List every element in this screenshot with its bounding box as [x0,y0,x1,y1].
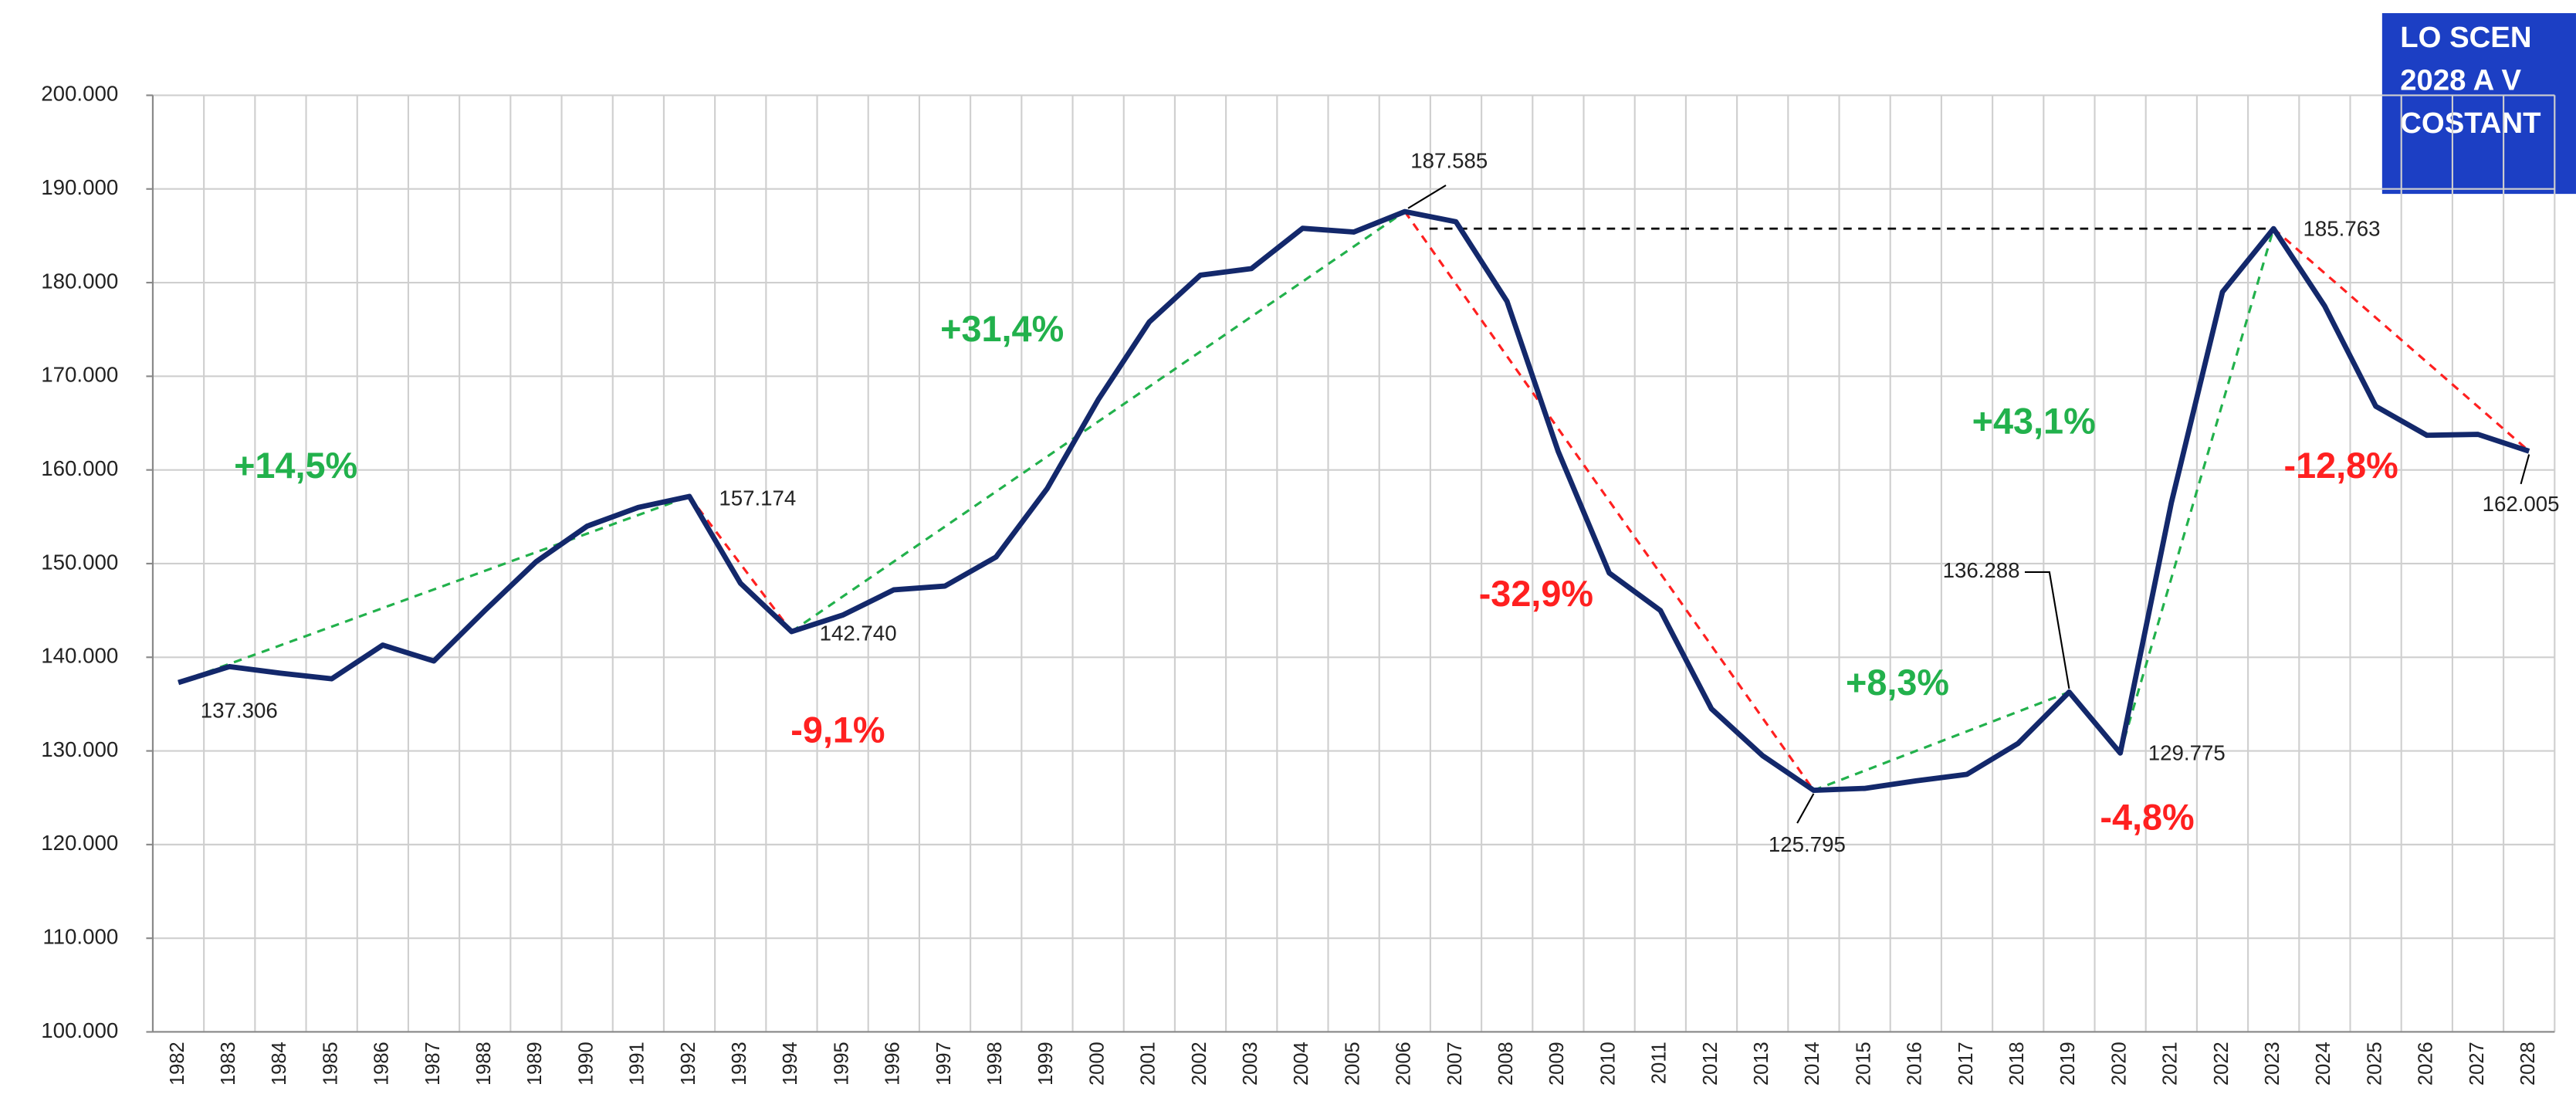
x-tick-label: 2016 [1904,1042,1926,1086]
x-tick-label: 2011 [1649,1042,1671,1084]
x-tick-label: 2001 [1138,1042,1159,1086]
x-tick-label: 2020 [2108,1042,2130,1086]
x-tick-label: 2007 [1444,1042,1466,1086]
leader [1407,185,1447,209]
value-label: 129.775 [2148,741,2226,765]
title-line: COSTANT [2400,107,2540,140]
value-label: 137.306 [201,699,278,723]
x-tick-label: 2012 [1700,1042,1721,1086]
trend-label: -9,1% [790,710,885,750]
y-tick-label: 170.000 [41,363,118,387]
x-tick-label: 2021 [2160,1042,2182,1086]
trend-label: -4,8% [2100,797,2194,837]
value-label: 136.288 [1943,558,2020,582]
x-tick-label: 1995 [831,1042,852,1086]
y-tick-label: 180.000 [41,269,118,293]
title-line: LO SCEN [2400,21,2531,54]
title-box [2381,13,2576,195]
x-tick-label: 2005 [1342,1042,1363,1086]
trend-line [688,495,793,632]
trend-line [1403,211,1815,791]
y-tick-label: 150.000 [41,550,118,574]
x-tick-label: 2024 [2313,1042,2334,1086]
x-tick-label: 2002 [1189,1042,1210,1086]
x-tick-label: 2004 [1291,1042,1312,1086]
x-tick-label: 2027 [2466,1042,2488,1086]
leader [1796,793,1815,824]
x-tick-label: 1984 [269,1042,290,1086]
x-tick-label: 1993 [729,1042,750,1086]
trend-line [790,210,1406,633]
x-tick-label: 1990 [575,1042,597,1086]
x-tick-label: 1994 [780,1042,801,1086]
x-tick-label: 1996 [882,1042,904,1086]
trend-label: -32,9% [1479,574,1593,614]
y-tick-label: 120.000 [41,831,118,855]
trend-line [2119,228,2275,754]
value-label: 162.005 [2483,492,2560,516]
trend-line [2273,227,2530,452]
trend-label: +43,1% [1972,401,2096,441]
x-tick-label: 2022 [2211,1042,2232,1086]
value-label: 142.740 [820,622,897,645]
x-tick-label: 2017 [1955,1042,1977,1086]
trend-label: +31,4% [940,309,1064,349]
x-tick-label: 1991 [627,1042,648,1086]
y-tick-label: 130.000 [41,737,118,761]
title-line: 2028 A V [2400,64,2521,97]
trend-line [178,495,690,684]
x-tick-label: 1988 [473,1042,495,1086]
x-tick-label: 1989 [524,1042,546,1086]
x-tick-label: 2015 [1853,1042,1874,1086]
trend-label: +8,3% [1846,662,1949,703]
x-tick-label: 1986 [371,1042,393,1086]
x-tick-label: 2023 [2262,1042,2283,1086]
value-label: 185.763 [2304,217,2381,241]
x-tick-label: 2010 [1597,1042,1619,1086]
x-tick-label: 2018 [2006,1042,2028,1086]
y-tick-label: 140.000 [41,644,118,668]
x-tick-label: 1982 [167,1042,188,1086]
x-tick-label: 1998 [984,1042,1006,1086]
x-tick-label: 2019 [2057,1042,2079,1086]
x-tick-label: 1987 [422,1042,444,1086]
x-tick-label: 1983 [218,1042,239,1086]
x-tick-label: 1992 [678,1042,699,1086]
x-tick-label: 2000 [1086,1042,1108,1086]
x-tick-label: 2003 [1240,1042,1261,1086]
x-tick-label: 1997 [933,1042,955,1086]
y-tick-label: 200.000 [41,82,118,106]
value-label: 157.174 [719,486,796,510]
value-label: 125.795 [1769,832,1846,856]
x-tick-label: 2013 [1751,1042,1772,1086]
y-tick-label: 100.000 [41,1018,118,1042]
x-tick-label: 1999 [1035,1042,1057,1086]
x-tick-label: 2008 [1495,1042,1517,1086]
x-tick-label: 2014 [1802,1042,1823,1086]
trend-label: -12,8% [2284,446,2398,486]
trend-label: +14,5% [234,446,357,486]
x-tick-label: 1985 [320,1042,341,1086]
x-tick-label: 2006 [1393,1042,1415,1086]
y-tick-label: 110.000 [42,924,118,948]
trend-line [1813,690,2070,792]
value-label: 187.585 [1410,149,1488,173]
data-line [178,208,2530,793]
x-tick-label: 2028 [2517,1042,2539,1086]
y-tick-label: 160.000 [41,456,118,480]
x-tick-label: 2026 [2415,1042,2437,1086]
leader [2520,454,2530,485]
x-tick-label: 2025 [2364,1042,2385,1086]
x-tick-label: 2009 [1546,1042,1568,1086]
y-tick-label: 190.000 [41,175,118,199]
leader [2024,571,2070,689]
